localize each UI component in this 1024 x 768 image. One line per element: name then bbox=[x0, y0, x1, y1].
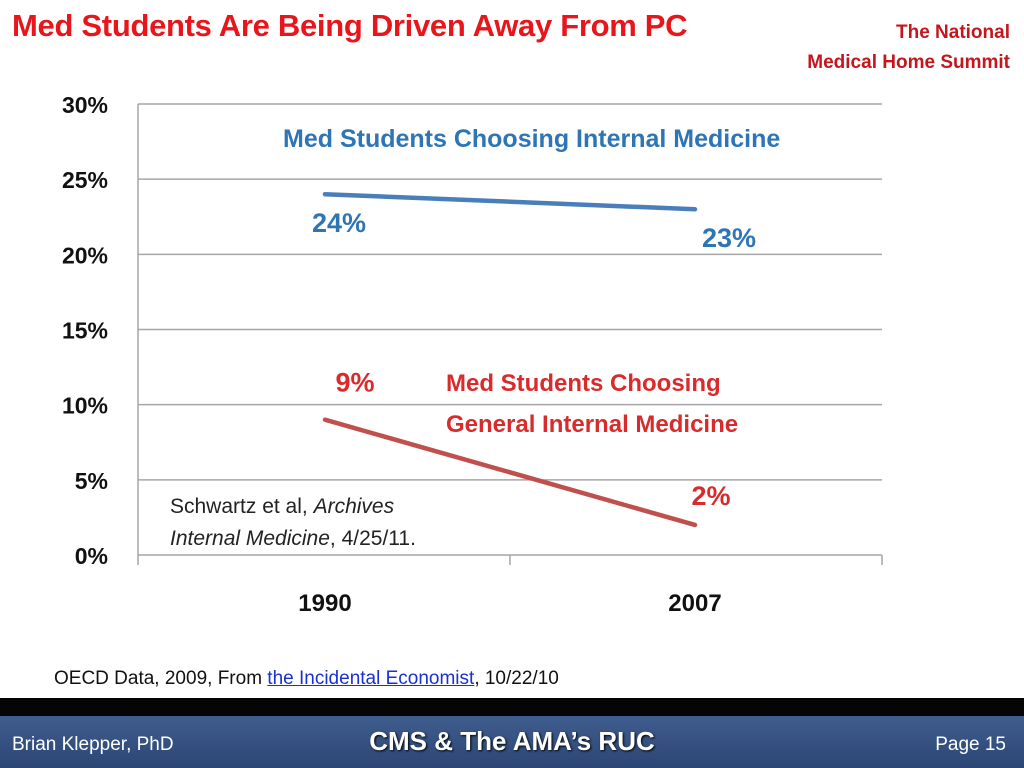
citation-journal-part1: Archives bbox=[312, 495, 395, 518]
chart-series: 24% 23% 9% 2% bbox=[312, 191, 756, 528]
chart-axes: 0% 5% 10% 15% 20% 25% 30% 1990 2007 bbox=[62, 92, 883, 617]
series-line bbox=[322, 191, 698, 212]
x-tick-label: 2007 bbox=[668, 590, 721, 617]
citation-date: , 4/25/11. bbox=[330, 527, 416, 550]
slide-title: Med Students Are Being Driven Away From … bbox=[12, 8, 688, 43]
y-tick-label: 30% bbox=[62, 92, 108, 118]
data-label: 23% bbox=[702, 223, 756, 253]
source-note: OECD Data, 2009, From the Incidental Eco… bbox=[54, 668, 559, 690]
source-prefix: OECD Data, 2009, From bbox=[54, 668, 268, 689]
data-label: 9% bbox=[335, 368, 374, 398]
line-chart: 0% 5% 10% 15% 20% 25% 30% 1990 2007 24% 23% 9% 2% M… bbox=[62, 92, 883, 617]
org-name-line1: The National bbox=[895, 22, 1010, 43]
chart-grid bbox=[138, 103, 882, 481]
data-label: 2% bbox=[691, 481, 730, 511]
y-tick-label: 25% bbox=[62, 167, 108, 193]
y-tick-label: 20% bbox=[62, 242, 108, 268]
data-label: 24% bbox=[312, 208, 366, 238]
footer-author: Brian Klepper, PhD bbox=[12, 734, 174, 755]
footer-divider bbox=[0, 698, 1024, 716]
source-link[interactable]: the Incidental Economist bbox=[267, 668, 475, 689]
footer-page-number: Page 15 bbox=[935, 734, 1006, 755]
citation-authors: Schwartz et al, bbox=[170, 495, 314, 518]
series-label-internal-medicine: Med Students Choosing Internal Medicine bbox=[283, 125, 780, 153]
citation-line2: Internal Medicine, 4/25/11. bbox=[170, 527, 416, 550]
source-suffix: , 10/22/10 bbox=[474, 668, 559, 689]
y-tick-label: 0% bbox=[75, 543, 108, 569]
y-tick-label: 10% bbox=[62, 393, 108, 419]
org-name: The National Medical Home Summit bbox=[807, 18, 1010, 78]
citation-journal-part2: Internal Medicine bbox=[170, 527, 330, 550]
series-label-general-internal-line1: Med Students Choosing bbox=[446, 370, 721, 397]
y-tick-label: 15% bbox=[62, 318, 108, 344]
footer-title: CMS & The AMA’s RUC bbox=[369, 726, 655, 756]
x-tick-label: 1990 bbox=[298, 590, 351, 617]
org-name-line2: Medical Home Summit bbox=[807, 52, 1010, 73]
series-line bbox=[322, 417, 698, 528]
y-tick-label: 5% bbox=[75, 468, 108, 494]
footer-bar bbox=[0, 716, 1024, 768]
series-label-general-internal-line2: General Internal Medicine bbox=[446, 411, 738, 438]
citation-line1: Schwartz et al, Archives bbox=[170, 495, 395, 518]
